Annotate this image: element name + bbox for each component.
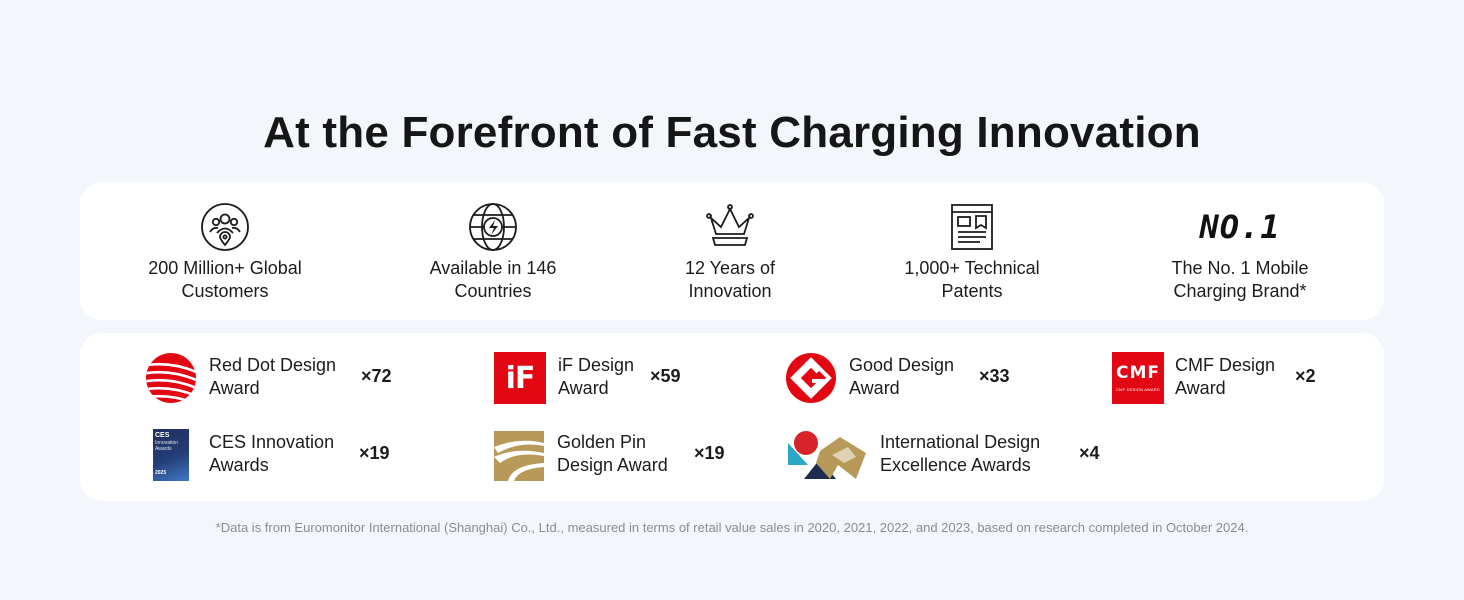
award-count: ×72 <box>361 366 392 386</box>
stat-no1-label: The No. 1 Mobile Charging Brand* <box>1171 258 1309 301</box>
stat-patents: 1,000+ Technical Patents <box>842 182 1102 320</box>
award-count: ×2 <box>1295 366 1316 386</box>
globe-charging-icon <box>466 200 520 254</box>
awards-card: Red Dot Design Award ×72 iF iF Design Awar… <box>80 333 1384 501</box>
footnote: *Data is from Euromonitor International … <box>215 520 1249 535</box>
award-name: Red Dot Design Award <box>209 355 337 398</box>
award-name: Good Design Award <box>849 355 955 398</box>
if-design-logo: iF <box>494 352 546 404</box>
cmf-design-logo: CMF CMF DESIGN AWARD <box>1112 352 1164 404</box>
customers-icon <box>198 200 252 254</box>
stat-countries: Available in 146 Countries <box>363 182 623 320</box>
award-count: ×33 <box>979 366 1010 386</box>
page-title: At the Forefront of Fast Charging Innova… <box>263 108 1201 157</box>
stat-countries-label: Available in 146 Countries <box>429 258 557 301</box>
no1-badge: NO.1 <box>1199 208 1281 246</box>
stat-customers-label: 200 Million+ Global Customers <box>148 258 302 301</box>
award-count: ×4 <box>1079 443 1100 463</box>
stat-years: 12 Years of Innovation <box>600 182 860 320</box>
stat-years-label: 12 Years of Innovation <box>684 258 776 301</box>
good-design-logo <box>785 352 837 404</box>
award-idea: International Design Excellence Awards ×4 <box>786 429 1116 481</box>
award-if-design: iF iF Design Award ×59 <box>494 352 694 404</box>
award-golden-pin: Golden Pin Design Award ×19 <box>494 429 734 481</box>
award-name: CMF Design Award <box>1175 355 1276 398</box>
patent-document-icon <box>945 200 999 254</box>
award-name: Golden Pin Design Award <box>557 432 668 475</box>
award-good-design: Good Design Award ×33 <box>785 352 1025 404</box>
award-name: CES Innovation Awards <box>209 432 335 475</box>
award-count: ×59 <box>650 366 681 386</box>
ces-innovation-logo: CES Innovation Awards 2025 <box>153 429 189 481</box>
stat-customers: 200 Million+ Global Customers <box>95 182 355 320</box>
stat-no1: NO.1 The No. 1 Mobile Charging Brand* <box>1110 182 1370 320</box>
red-dot-logo <box>145 352 197 404</box>
golden-pin-logo <box>494 431 544 481</box>
award-red-dot: Red Dot Design Award ×72 <box>145 352 445 404</box>
crown-icon <box>703 200 757 254</box>
award-count: ×19 <box>359 443 390 463</box>
stats-card: 200 Million+ Global Customers Available i… <box>80 182 1384 320</box>
award-count: ×19 <box>694 443 725 463</box>
award-name: International Design Excellence Awards <box>880 432 1041 475</box>
award-cmf-design: CMF CMF DESIGN AWARD CMF Design Award ×2 <box>1112 352 1322 404</box>
idea-logo <box>786 429 868 481</box>
award-ces-innovation: CES Innovation Awards 2025 CES Innovatio… <box>153 429 453 481</box>
award-name: iF Design Award <box>558 355 635 398</box>
stat-patents-label: 1,000+ Technical Patents <box>904 258 1040 301</box>
